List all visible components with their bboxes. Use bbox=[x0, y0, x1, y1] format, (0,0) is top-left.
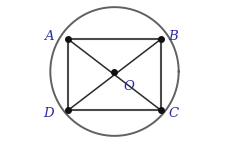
Text: A: A bbox=[44, 30, 54, 43]
Text: O: O bbox=[123, 80, 134, 93]
Text: B: B bbox=[168, 30, 178, 43]
Text: D: D bbox=[43, 107, 54, 120]
Text: C: C bbox=[168, 107, 179, 120]
